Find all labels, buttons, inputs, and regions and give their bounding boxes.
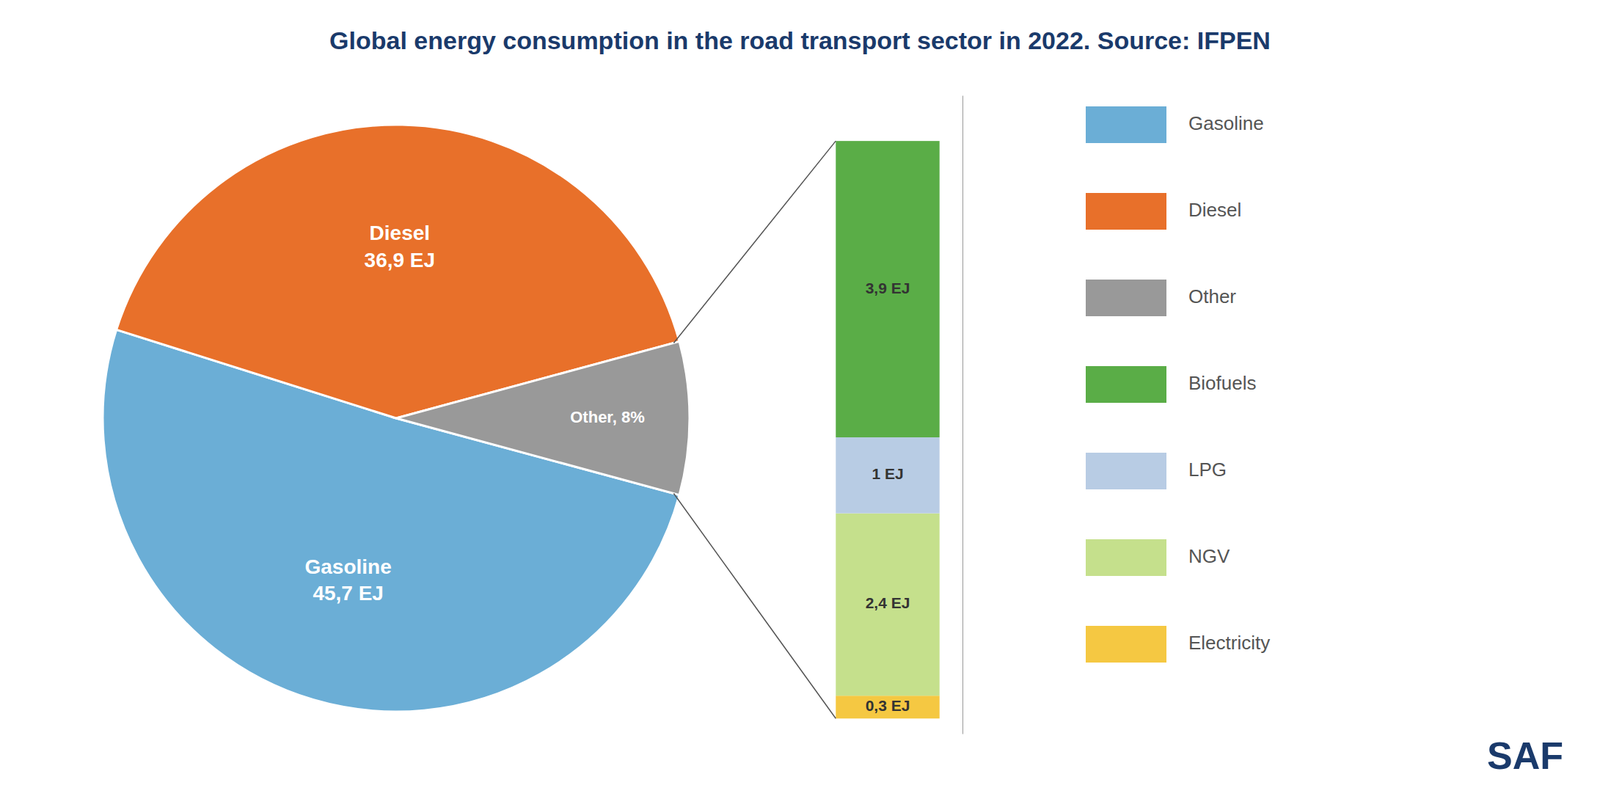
legend-item: NGV: [1085, 539, 1231, 576]
legend-swatch: [1085, 625, 1167, 663]
data-label-line: 45,7 EJ: [312, 581, 384, 605]
pie: Gasoline45,7 EJ Diesel 36,9 EJ Other, 8%: [102, 124, 690, 712]
data-label: 1 EJ: [871, 465, 904, 482]
data-label-line: Other, 8%: [570, 407, 645, 427]
legend-swatch: [1085, 366, 1167, 403]
bar-segment: [835, 140, 940, 438]
data-label: Other, 8%: [570, 407, 645, 427]
legend-label: Biofuels: [1188, 371, 1257, 394]
legend-label: Other: [1188, 285, 1237, 308]
data-label: 3,9 EJ: [865, 279, 911, 297]
data-label: Diesel 36,9 EJ: [364, 221, 436, 271]
legend-item: LPG: [1085, 452, 1227, 490]
bar-segment: [835, 513, 940, 697]
legend-label: Diesel: [1188, 198, 1242, 221]
annotation: SAF: [1487, 734, 1564, 777]
legend-item: Diesel: [1085, 192, 1242, 230]
axis-line: [962, 96, 964, 735]
connector: [673, 140, 836, 343]
legend: Gasoline Diesel Other Biofuels LPG NGV Electri…: [1085, 106, 1270, 663]
bar-plot: [835, 140, 940, 719]
legend-label: LPG: [1188, 458, 1227, 481]
legend-swatch: [1085, 192, 1167, 230]
legend-item: Gasoline: [1085, 106, 1265, 144]
data-label: Gasoline45,7 EJ: [305, 555, 392, 605]
data-label: 2,4 EJ: [865, 594, 911, 612]
legend-item: Other: [1085, 279, 1237, 317]
legend-swatch: [1085, 106, 1167, 144]
legend-item: Electricity: [1085, 625, 1270, 663]
bar-segment: [835, 437, 940, 514]
data-label: 0,3 EJ: [865, 696, 911, 714]
legend-item: Biofuels: [1085, 366, 1257, 403]
legend-label: Electricity: [1188, 631, 1270, 654]
data-label-line: 36,9 EJ: [364, 248, 436, 272]
data-label-line: Diesel: [369, 221, 431, 245]
title: Global energy consumption in the road tr…: [329, 26, 1271, 55]
legend-label: NGV: [1188, 545, 1231, 568]
bar-segment: [835, 695, 940, 719]
connectors: [673, 140, 836, 719]
legend-label: Gasoline: [1188, 112, 1265, 135]
data-label-line: Gasoline: [305, 555, 392, 579]
pie-slice: [396, 341, 690, 495]
chart: Global energy consumption in the road tr…: [0, 0, 1600, 788]
legend-swatch: [1085, 452, 1167, 490]
bar-labels: 0,3 EJ 2,4 EJ 1 EJ 3,9 EJ: [865, 279, 911, 715]
legend-swatch: [1085, 539, 1167, 576]
y-axis: [962, 96, 964, 735]
connector: [673, 493, 836, 719]
legend-swatch: [1085, 279, 1167, 317]
